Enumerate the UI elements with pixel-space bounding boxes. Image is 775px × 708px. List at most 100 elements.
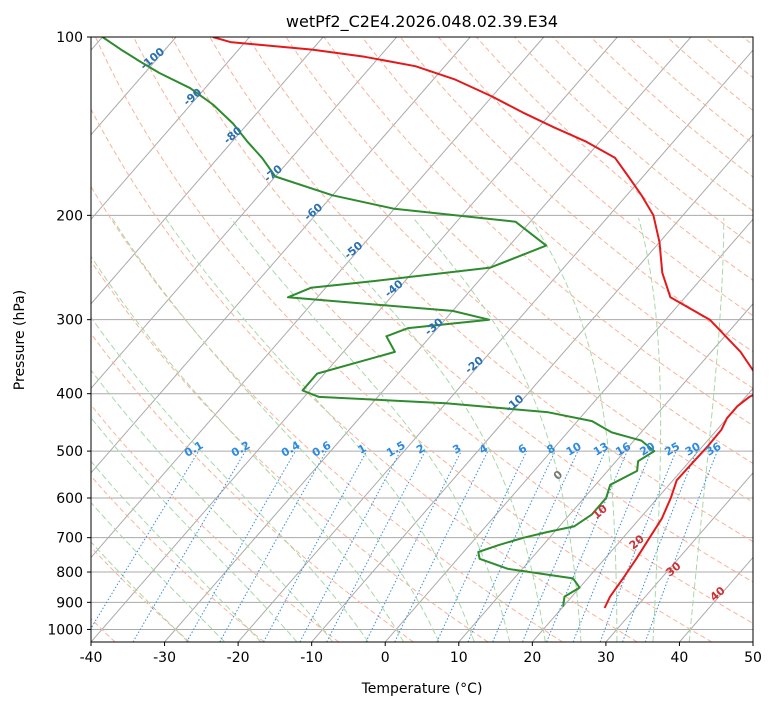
mixing-ratio-label: 8 bbox=[544, 442, 557, 457]
mixing-ratio-line bbox=[263, 450, 368, 642]
mixing-ratio-line bbox=[492, 450, 579, 642]
y-tick-label: 400 bbox=[56, 387, 83, 403]
mixing-ratio-label: 0.4 bbox=[279, 438, 303, 459]
dry-adiabat bbox=[666, 37, 753, 112]
mixing-ratio-label: 20 bbox=[638, 440, 658, 459]
isotherm-label: -60 bbox=[302, 200, 326, 223]
dry-adiabat bbox=[285, 37, 753, 465]
y-tick-label: 500 bbox=[56, 444, 83, 460]
isotherm-line bbox=[531, 387, 753, 642]
x-tick-label: 20 bbox=[523, 650, 541, 666]
mixing-ratio-line bbox=[644, 450, 718, 642]
mixing-ratio-line bbox=[622, 450, 698, 642]
moist-adiabat-label: 30 bbox=[664, 559, 684, 579]
dry-adiabat bbox=[742, 37, 753, 46]
chart-title: wetPf2_C2E4.2026.048.02.39.E34 bbox=[286, 12, 558, 32]
y-tick-label: 200 bbox=[56, 208, 83, 224]
mixing-ratio-label: 4 bbox=[477, 441, 490, 456]
mixing-ratio-label: 6 bbox=[516, 441, 529, 456]
moist-adiabat-label: 20 bbox=[627, 532, 647, 552]
mixing-ratio-line bbox=[219, 450, 327, 642]
dry-adiabat bbox=[209, 37, 753, 543]
isotherm-line bbox=[91, 37, 398, 390]
mixing-ratio-line bbox=[91, 450, 200, 630]
dry-adiabat bbox=[133, 37, 753, 624]
mixing-ratio-label: 3 bbox=[450, 442, 463, 457]
isotherm-label: -70 bbox=[261, 162, 285, 185]
x-tick-label: 0 bbox=[381, 650, 390, 666]
dewpoint-profile-line bbox=[101, 37, 656, 607]
moist-adiabat-label: 10 bbox=[590, 502, 610, 522]
line-annotations: 0.1 0.2 0.4 0.6 1 1.5 2 3 4 6 8 10 13 16 20 25 30 36-100-… bbox=[138, 45, 728, 604]
dry-adiabat bbox=[323, 37, 753, 427]
isotherm-label: -90 bbox=[181, 86, 205, 109]
mixing-ratio-label: 0.2 bbox=[229, 439, 252, 460]
mixing-ratio-line bbox=[599, 450, 677, 642]
y-axis-ticks: 100 200 300 400 500 600 700 800 900 1000 bbox=[47, 30, 91, 638]
y-tick-label: 800 bbox=[56, 565, 83, 581]
x-tick-label: 40 bbox=[671, 650, 689, 666]
isotherm-line bbox=[458, 303, 753, 642]
mixing-ratio-line bbox=[436, 450, 528, 642]
moist-adiabat bbox=[164, 217, 475, 642]
moist-adiabat bbox=[91, 369, 334, 642]
mixing-ratio-label: 16 bbox=[613, 440, 633, 459]
x-tick-label: 10 bbox=[450, 650, 468, 666]
moist-adiabat bbox=[91, 460, 262, 642]
moist-adiabat bbox=[91, 316, 369, 642]
mixing-ratio-label: 1.5 bbox=[384, 439, 407, 460]
moist-adiabat bbox=[529, 217, 618, 642]
x-axis-label: Temperature (°C) bbox=[361, 681, 483, 697]
isotherm-label: -20 bbox=[462, 354, 486, 377]
mixing-ratio-label: 0.1 bbox=[182, 439, 205, 460]
mixing-ratio-line bbox=[522, 450, 606, 642]
moist-adiabat bbox=[91, 416, 298, 642]
y-tick-label: 600 bbox=[56, 491, 83, 507]
moist-adiabat bbox=[230, 217, 511, 642]
background-lines bbox=[91, 37, 753, 642]
moist-adiabat bbox=[412, 217, 582, 642]
mixing-ratio-line bbox=[467, 450, 556, 642]
isotherm-line bbox=[91, 37, 324, 305]
isotherm-line bbox=[311, 133, 753, 642]
moist-adiabat bbox=[688, 217, 725, 642]
dry-adiabat bbox=[552, 37, 753, 212]
y-tick-label: 900 bbox=[56, 595, 83, 611]
mixing-ratio-line bbox=[326, 450, 426, 642]
dry-adiabat bbox=[95, 37, 713, 642]
mixing-ratio-label: 36 bbox=[704, 440, 724, 459]
y-tick-label: 1000 bbox=[47, 622, 83, 638]
isotherm-line bbox=[605, 472, 753, 642]
dry-adiabat bbox=[91, 475, 265, 642]
mixing-ratio-label: 1 bbox=[356, 442, 369, 457]
x-tick-label: -10 bbox=[300, 650, 323, 666]
isotherm-line bbox=[752, 641, 753, 642]
dry-adiabat bbox=[247, 37, 753, 503]
isotherm-label: -80 bbox=[221, 124, 245, 147]
moist-adiabat-label: 0 bbox=[551, 468, 565, 483]
x-tick-label: -40 bbox=[80, 650, 103, 666]
x-tick-label: -20 bbox=[227, 650, 250, 666]
dry-adiabat bbox=[704, 37, 753, 79]
isotherm-line bbox=[91, 37, 471, 474]
x-tick-label: -30 bbox=[153, 650, 176, 666]
mixing-ratio-line bbox=[394, 450, 489, 642]
isotherm-label: -50 bbox=[342, 239, 366, 262]
moist-adiabat-label: 40 bbox=[708, 584, 728, 604]
moist-adiabat bbox=[111, 217, 440, 642]
dry-adiabat bbox=[91, 260, 489, 642]
dry-adiabat bbox=[399, 37, 753, 353]
moist-adiabat bbox=[91, 255, 405, 642]
temperature-profile-line bbox=[212, 37, 753, 609]
isotherm-line bbox=[679, 556, 753, 642]
dry-adiabat bbox=[514, 37, 753, 246]
dry-adiabat bbox=[91, 332, 414, 642]
x-tick-label: 30 bbox=[597, 650, 615, 666]
dry-adiabat bbox=[590, 37, 753, 178]
isotherm-line bbox=[237, 49, 753, 642]
dry-adiabat bbox=[438, 37, 753, 317]
isotherm-label: -10 bbox=[503, 392, 527, 415]
mixing-ratio-line bbox=[299, 450, 401, 642]
plot-frame bbox=[90, 36, 754, 643]
